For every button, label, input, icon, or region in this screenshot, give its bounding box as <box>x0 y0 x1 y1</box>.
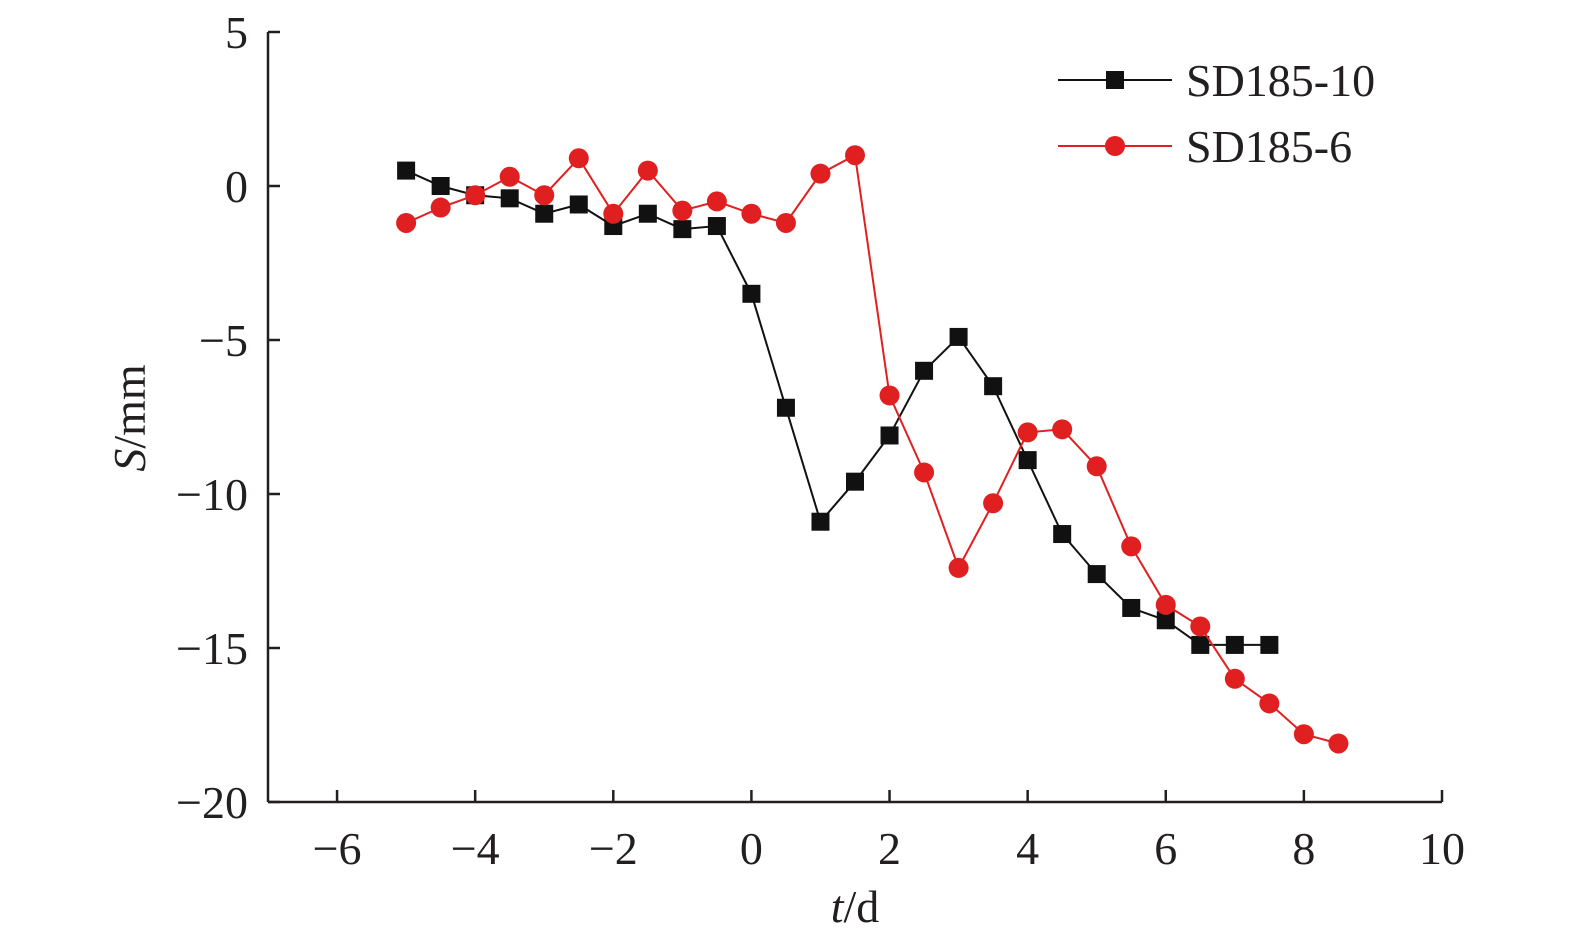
data-point-marker <box>1053 525 1072 544</box>
data-point-marker <box>1259 693 1280 714</box>
legend-label: SD185-6 <box>1186 121 1352 172</box>
series-layer <box>396 145 1349 754</box>
x-tick-label: 8 <box>1292 823 1315 874</box>
data-point-marker <box>880 426 899 445</box>
data-point-marker <box>1328 733 1349 754</box>
data-point-marker <box>431 177 450 195</box>
data-point-marker <box>499 166 520 187</box>
data-point-marker <box>810 163 831 184</box>
y-tick-label: −5 <box>199 315 248 366</box>
data-point-marker <box>465 185 486 206</box>
data-point-marker <box>1086 456 1107 477</box>
data-point-marker <box>1260 635 1279 654</box>
data-point-marker <box>949 327 968 346</box>
data-point-marker <box>811 512 830 531</box>
legend-marker <box>1105 136 1125 156</box>
data-point-marker <box>1122 598 1141 617</box>
data-point-marker <box>1293 724 1314 745</box>
data-point-marker <box>707 217 726 236</box>
y-axis-variable: S <box>104 449 155 472</box>
series-line <box>405 153 1339 745</box>
data-point-marker <box>742 284 761 303</box>
data-point-marker <box>430 197 451 218</box>
data-point-marker <box>673 220 692 239</box>
data-point-marker <box>397 161 416 180</box>
data-point-marker <box>568 148 589 169</box>
x-tick-label: 4 <box>1016 823 1039 874</box>
data-point-marker <box>1018 451 1037 470</box>
x-tick-label: 2 <box>878 823 901 874</box>
data-point-marker <box>914 462 935 483</box>
data-point-marker <box>1017 422 1038 443</box>
series-sd185-10 <box>397 161 1279 654</box>
y-axis-unit: /mm <box>104 364 155 449</box>
data-point-marker <box>879 385 900 406</box>
data-point-marker <box>776 398 795 417</box>
y-axis-title: S/mm <box>104 364 155 472</box>
data-point-marker <box>637 160 658 181</box>
x-axis-unit: /d <box>844 881 880 932</box>
data-point-marker <box>396 212 417 233</box>
axes <box>266 32 1442 804</box>
data-point-marker <box>983 493 1004 514</box>
x-tick-label: −6 <box>313 823 362 874</box>
data-point-marker <box>775 212 796 233</box>
data-point-marker <box>1121 536 1142 557</box>
data-point-marker <box>1155 594 1176 615</box>
data-point-marker <box>948 557 969 578</box>
series-sd185-6 <box>396 145 1349 754</box>
data-point-marker <box>535 204 554 223</box>
y-tick-label: −10 <box>176 469 248 520</box>
data-point-marker <box>569 195 588 214</box>
data-point-marker <box>1156 611 1175 630</box>
legend: SD185-10 SD185-6 <box>1058 55 1375 172</box>
y-tick-label: −15 <box>176 623 248 674</box>
data-point-marker <box>984 377 1003 396</box>
data-point-marker <box>603 203 624 224</box>
data-point-marker <box>915 361 934 380</box>
x-tick-label: −2 <box>589 823 638 874</box>
data-point-marker <box>1225 635 1244 654</box>
data-point-marker <box>500 189 519 208</box>
data-point-marker <box>1191 635 1210 654</box>
data-point-marker <box>1224 668 1245 689</box>
legend-item: SD185-6 <box>1058 121 1352 172</box>
x-axis-variable: t <box>831 881 845 932</box>
data-point-marker <box>1190 616 1211 637</box>
data-point-marker <box>638 204 657 223</box>
data-point-marker <box>846 472 864 491</box>
legend-item: SD185-10 <box>1058 55 1375 106</box>
data-point-marker <box>706 191 727 212</box>
legend-label: SD185-10 <box>1186 55 1375 106</box>
data-point-marker <box>741 203 762 224</box>
x-axis-title: t/d <box>831 881 880 932</box>
data-point-marker <box>845 145 865 166</box>
y-tick-label: 5 <box>225 7 248 58</box>
y-tick-label: 0 <box>225 161 248 212</box>
data-point-marker <box>1087 565 1106 584</box>
x-tick-label: −4 <box>451 823 500 874</box>
y-tick-label: −20 <box>176 777 248 828</box>
data-point-marker <box>672 200 693 221</box>
data-point-marker <box>1052 419 1073 440</box>
x-tick-label: 0 <box>740 823 763 874</box>
legend-marker <box>1106 71 1124 89</box>
x-tick-label: 10 <box>1419 823 1465 874</box>
series-line <box>405 169 1270 646</box>
x-tick-label: 6 <box>1154 823 1177 874</box>
data-point-marker <box>534 185 555 206</box>
